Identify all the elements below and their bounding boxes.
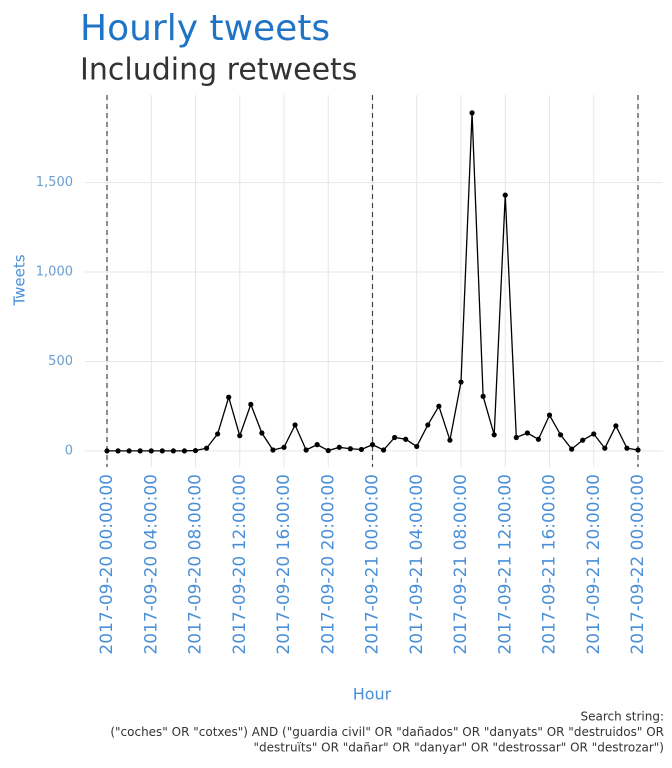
caption: Search string: bbox=[580, 710, 664, 724]
x-tick-label: 2017-09-21 12:00:00 bbox=[495, 474, 515, 655]
x-tick-label: 2017-09-21 04:00:00 bbox=[407, 474, 427, 655]
point bbox=[591, 431, 597, 437]
point bbox=[469, 110, 475, 116]
point bbox=[181, 448, 188, 454]
x-tick-label: 2017-09-21 16:00:00 bbox=[540, 474, 560, 655]
point bbox=[303, 447, 309, 453]
point bbox=[137, 448, 143, 454]
point bbox=[535, 436, 542, 442]
point bbox=[491, 432, 497, 438]
point bbox=[480, 393, 486, 399]
x-tick-label: 2017-09-20 20:00:00 bbox=[318, 474, 338, 655]
point bbox=[226, 394, 232, 400]
point bbox=[159, 448, 165, 454]
point bbox=[403, 436, 409, 442]
point bbox=[369, 442, 376, 448]
point bbox=[115, 448, 121, 454]
point bbox=[325, 447, 331, 454]
point bbox=[458, 379, 464, 385]
x-axis-label: Hour bbox=[353, 685, 392, 704]
chart-title: Hourly tweets bbox=[80, 8, 330, 49]
point bbox=[580, 437, 586, 443]
point bbox=[557, 432, 564, 438]
point bbox=[624, 445, 630, 451]
point bbox=[436, 403, 442, 409]
point bbox=[602, 445, 608, 451]
point bbox=[336, 444, 342, 450]
point bbox=[215, 431, 221, 437]
caption: ("coches" OR "cotxes") AND ("guardia civ… bbox=[110, 725, 664, 739]
point bbox=[248, 401, 254, 408]
point bbox=[259, 430, 265, 436]
point bbox=[203, 445, 210, 451]
y-tick-label: 500 bbox=[48, 354, 73, 369]
point bbox=[513, 434, 519, 441]
point bbox=[347, 446, 353, 452]
chart-subtitle: Including retweets bbox=[80, 53, 357, 88]
x-tick-label: 2017-09-21 20:00:00 bbox=[584, 474, 604, 655]
point bbox=[635, 447, 641, 453]
point bbox=[524, 430, 530, 436]
point bbox=[613, 423, 619, 429]
point bbox=[170, 448, 176, 454]
y-axis-label: Tweets bbox=[11, 254, 29, 306]
x-tick-label: 2017-09-20 12:00:00 bbox=[230, 474, 250, 655]
point bbox=[270, 447, 276, 453]
point bbox=[192, 447, 199, 454]
point bbox=[358, 446, 365, 453]
x-tick-label: 2017-09-20 00:00:00 bbox=[97, 474, 117, 655]
point bbox=[104, 448, 110, 454]
point bbox=[292, 422, 298, 428]
point bbox=[414, 443, 420, 450]
point bbox=[546, 412, 553, 418]
point bbox=[380, 447, 387, 453]
x-tick-label: 2017-09-20 16:00:00 bbox=[274, 474, 294, 655]
y-tick-label: 0 bbox=[65, 443, 73, 458]
point bbox=[314, 442, 320, 448]
y-tick-label: 1,500 bbox=[36, 175, 73, 190]
point bbox=[502, 192, 508, 198]
point bbox=[237, 433, 243, 439]
x-tick-label: 2017-09-22 00:00:00 bbox=[628, 474, 648, 655]
point bbox=[148, 448, 154, 454]
point bbox=[281, 444, 287, 450]
x-tick-label: 2017-09-20 08:00:00 bbox=[186, 474, 206, 655]
point bbox=[569, 446, 575, 452]
point bbox=[126, 448, 132, 454]
point bbox=[392, 434, 398, 441]
x-tick-label: 2017-09-21 08:00:00 bbox=[451, 474, 471, 655]
y-tick-label: 1,000 bbox=[36, 265, 73, 280]
caption: "destruïts" OR "dañar" OR "danyar" OR "d… bbox=[254, 741, 664, 755]
point bbox=[447, 437, 453, 443]
x-tick-label: 2017-09-20 04:00:00 bbox=[141, 474, 161, 655]
point bbox=[425, 422, 431, 428]
x-tick-label: 2017-09-21 00:00:00 bbox=[363, 474, 383, 655]
